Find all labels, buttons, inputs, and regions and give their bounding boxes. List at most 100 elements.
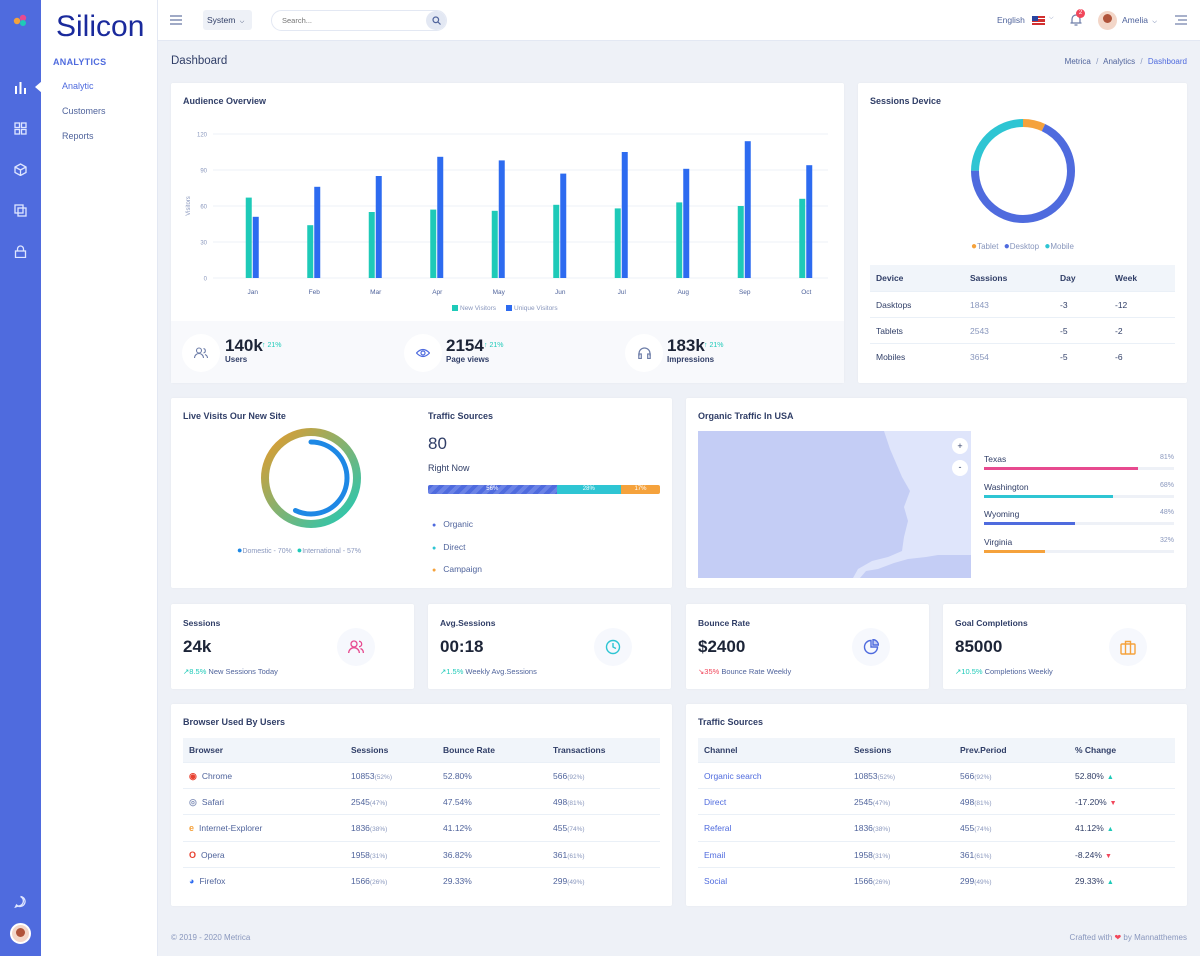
breadcrumb: Metrica / Analytics / Dashboard <box>1064 57 1187 66</box>
browser-bounce-rate: 36.82% <box>443 849 472 860</box>
donut-slice-mobile[interactable] <box>971 119 1075 223</box>
bar-new-visitors[interactable] <box>368 212 375 278</box>
us-flag-icon <box>1032 16 1045 25</box>
bar-unique-visitors[interactable] <box>252 216 259 278</box>
bar-unique-visitors[interactable] <box>683 168 690 278</box>
language-selector[interactable]: English <box>997 15 1025 25</box>
y-tick-label: 90 <box>200 169 207 175</box>
chevron-down-icon: ⌵ <box>239 19 245 25</box>
bar-unique-visitors[interactable] <box>437 156 444 278</box>
chat-icon[interactable] <box>12 893 29 910</box>
domestic-dot: ● <box>237 545 243 555</box>
channel-link[interactable]: Email <box>704 849 726 860</box>
system-dropdown[interactable]: System ⌵ <box>203 10 252 30</box>
channel-prev-period: 498(81%) <box>960 797 992 808</box>
search-icon[interactable] <box>426 11 446 30</box>
bar-new-visitors[interactable] <box>676 202 683 278</box>
user-avatar[interactable] <box>1098 11 1117 30</box>
sub-navigation: Silicon ANALYTICS Analytic Customers Rep… <box>41 0 158 956</box>
bar-unique-visitors[interactable] <box>498 160 505 278</box>
apps-grid-icon[interactable] <box>12 120 29 137</box>
bar-new-visitors[interactable] <box>737 206 744 278</box>
bar-new-visitors[interactable] <box>553 204 560 278</box>
browser-name-cell: O Opera <box>189 842 225 868</box>
bar-new-visitors[interactable] <box>491 210 498 278</box>
device-name: Dasktops <box>876 300 912 310</box>
bar-unique-visitors[interactable] <box>806 165 813 278</box>
nav-item-customers[interactable]: Customers <box>62 106 106 116</box>
channel-change: -17.20% ▼ <box>1075 797 1117 808</box>
legend-label[interactable]: New Visitors <box>460 305 497 312</box>
bar-unique-visitors[interactable] <box>375 176 382 278</box>
table-row: Tablets 2543 -5 -2 <box>870 318 1175 344</box>
col-day: Day <box>1060 273 1076 283</box>
caret-up-icon: ▲ <box>1106 826 1114 834</box>
user-menu[interactable]: Amelia ⌵ <box>1122 15 1157 26</box>
top-bar: System ⌵ English ⌵ 2 Amelia ⌵ <box>158 0 1200 41</box>
box-icon[interactable] <box>12 161 29 178</box>
channel-link[interactable]: Referal <box>704 823 732 834</box>
browser-table: Browser Sessions Bounce Rate Transactions ◉ C… <box>183 738 660 894</box>
eye-icon <box>404 334 442 372</box>
page-views-change: ↑ 21% <box>484 342 504 349</box>
bar-new-visitors[interactable] <box>799 198 806 278</box>
channel-link[interactable]: Direct <box>704 797 727 808</box>
lock-icon[interactable] <box>12 243 29 260</box>
x-tick-label: Sep <box>739 289 751 296</box>
col-sassions: Sassions <box>970 273 1008 283</box>
channel-prev-period: 455(74%) <box>960 823 992 834</box>
footer-copyright: © 2019 - 2020 Metrica <box>171 933 251 942</box>
organic-traffic-title: Organic Traffic In USA <box>698 411 794 421</box>
trend-up-icon: ↗ <box>440 667 447 676</box>
rail-avatar[interactable] <box>10 923 31 944</box>
nav-item-analytic[interactable]: Analytic <box>62 81 94 91</box>
bar-unique-visitors[interactable] <box>744 141 751 278</box>
browser-sessions: 1566(26%) <box>351 875 388 886</box>
traffic-table: Channel Sessions Prev.Period % Change Organi… <box>698 738 1175 894</box>
legend-desktop: Desktop <box>1009 242 1040 251</box>
logo-icon[interactable] <box>12 12 29 29</box>
channel-link[interactable]: Social <box>704 875 728 886</box>
nav-item-reports[interactable]: Reports <box>62 131 94 141</box>
international-dot: ● <box>296 545 303 555</box>
bar-new-visitors[interactable] <box>245 197 252 278</box>
state-name: Washington <box>984 481 1029 492</box>
device-name: Mobiles <box>876 352 906 362</box>
bar-new-visitors[interactable] <box>307 225 314 278</box>
state-name: Texas <box>984 454 1007 464</box>
column-header: Sessions <box>351 745 389 755</box>
legend-swatch <box>506 305 512 311</box>
breadcrumb-item-metrica[interactable]: Metrica <box>1064 57 1091 66</box>
state-progress-track <box>984 549 1174 553</box>
tablet-dot: ● <box>971 241 978 252</box>
nav-section-title: ANALYTICS <box>53 57 107 67</box>
channel-link[interactable]: Organic search <box>704 771 762 781</box>
bar-unique-visitors[interactable] <box>314 186 321 278</box>
browser-name: Opera <box>201 849 225 860</box>
map-zoom-out-button[interactable]: - <box>952 460 968 476</box>
traffic-segment: 28% <box>556 485 621 494</box>
bar-new-visitors[interactable] <box>614 208 621 278</box>
footer-credit: Crafted with ❤ by Mannatthemes <box>1070 933 1187 942</box>
caret-down-icon: ▼ <box>1104 852 1112 860</box>
donut-slice-desktop[interactable] <box>971 119 1075 223</box>
legend-label[interactable]: Unique Visitors <box>514 305 558 312</box>
page-views-value: 2154 <box>446 336 484 355</box>
kpi-note: ↗10.5% Completions Weekly <box>955 667 1053 676</box>
search-input[interactable] <box>282 14 422 27</box>
usa-map[interactable]: + - <box>698 431 971 578</box>
channel-change: 41.12% ▲ <box>1075 823 1114 834</box>
bar-new-visitors[interactable] <box>430 209 437 278</box>
right-menu-icon[interactable] <box>1175 15 1187 28</box>
kpi-value: 00:18 <box>440 637 484 656</box>
bar-unique-visitors[interactable] <box>621 152 628 278</box>
breadcrumb-item-analytics[interactable]: Analytics <box>1103 57 1136 66</box>
menu-toggle-icon[interactable] <box>170 15 182 28</box>
map-zoom-in-button[interactable]: + <box>952 438 968 454</box>
column-header: Channel <box>704 745 738 755</box>
bar-unique-visitors[interactable] <box>560 173 567 278</box>
analytics-icon[interactable] <box>12 79 29 96</box>
browser-transactions: 299(49%) <box>553 875 585 886</box>
copy-icon[interactable] <box>12 202 29 219</box>
footer-crafted: Crafted with <box>1069 933 1113 942</box>
